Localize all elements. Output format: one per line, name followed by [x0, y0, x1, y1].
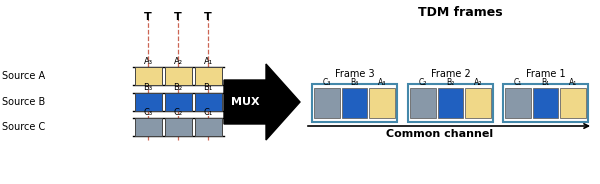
Bar — [560, 88, 586, 118]
Bar — [134, 93, 161, 111]
Text: A₁: A₁ — [203, 57, 212, 66]
Text: MUX: MUX — [230, 97, 259, 107]
Text: C₃: C₃ — [323, 78, 331, 87]
Text: A₃: A₃ — [143, 57, 152, 66]
Text: A₂: A₂ — [173, 57, 182, 66]
Bar — [505, 88, 530, 118]
Text: T: T — [144, 12, 152, 22]
Text: Frame 3: Frame 3 — [335, 69, 374, 79]
Text: B₂: B₂ — [446, 78, 455, 87]
Bar — [437, 88, 463, 118]
Text: C₂: C₂ — [173, 108, 182, 117]
Text: A₁: A₁ — [569, 78, 577, 87]
Bar — [164, 118, 191, 136]
Bar — [408, 84, 493, 122]
Bar — [370, 88, 395, 118]
Polygon shape — [224, 64, 300, 140]
Text: Frame 2: Frame 2 — [431, 69, 470, 79]
Text: B₂: B₂ — [173, 83, 182, 92]
Bar — [533, 88, 559, 118]
Text: A₃: A₃ — [378, 78, 386, 87]
Text: Source B: Source B — [2, 97, 45, 107]
Bar — [194, 93, 221, 111]
Bar — [466, 88, 491, 118]
Text: B₃: B₃ — [350, 78, 359, 87]
Bar — [134, 67, 161, 85]
Bar — [312, 84, 397, 122]
Bar — [503, 84, 588, 122]
Text: C₂: C₂ — [419, 78, 427, 87]
Bar — [164, 67, 191, 85]
Text: B₁: B₁ — [541, 78, 550, 87]
Text: Source C: Source C — [2, 122, 45, 132]
Text: Common channel: Common channel — [386, 129, 494, 139]
Bar — [164, 93, 191, 111]
Bar — [410, 88, 436, 118]
Text: T: T — [174, 12, 182, 22]
Text: A₂: A₂ — [474, 78, 482, 87]
Bar — [194, 67, 221, 85]
Bar — [341, 88, 367, 118]
Text: TDM frames: TDM frames — [418, 6, 502, 19]
Bar — [194, 118, 221, 136]
Bar — [314, 88, 340, 118]
Text: Frame 1: Frame 1 — [526, 69, 565, 79]
Bar — [134, 118, 161, 136]
Text: C₃: C₃ — [143, 108, 152, 117]
Text: B₃: B₃ — [143, 83, 152, 92]
Text: T: T — [204, 12, 212, 22]
Text: Source A: Source A — [2, 71, 45, 81]
Text: C₁: C₁ — [514, 78, 522, 87]
Text: B₁: B₁ — [203, 83, 212, 92]
Text: C₁: C₁ — [203, 108, 212, 117]
